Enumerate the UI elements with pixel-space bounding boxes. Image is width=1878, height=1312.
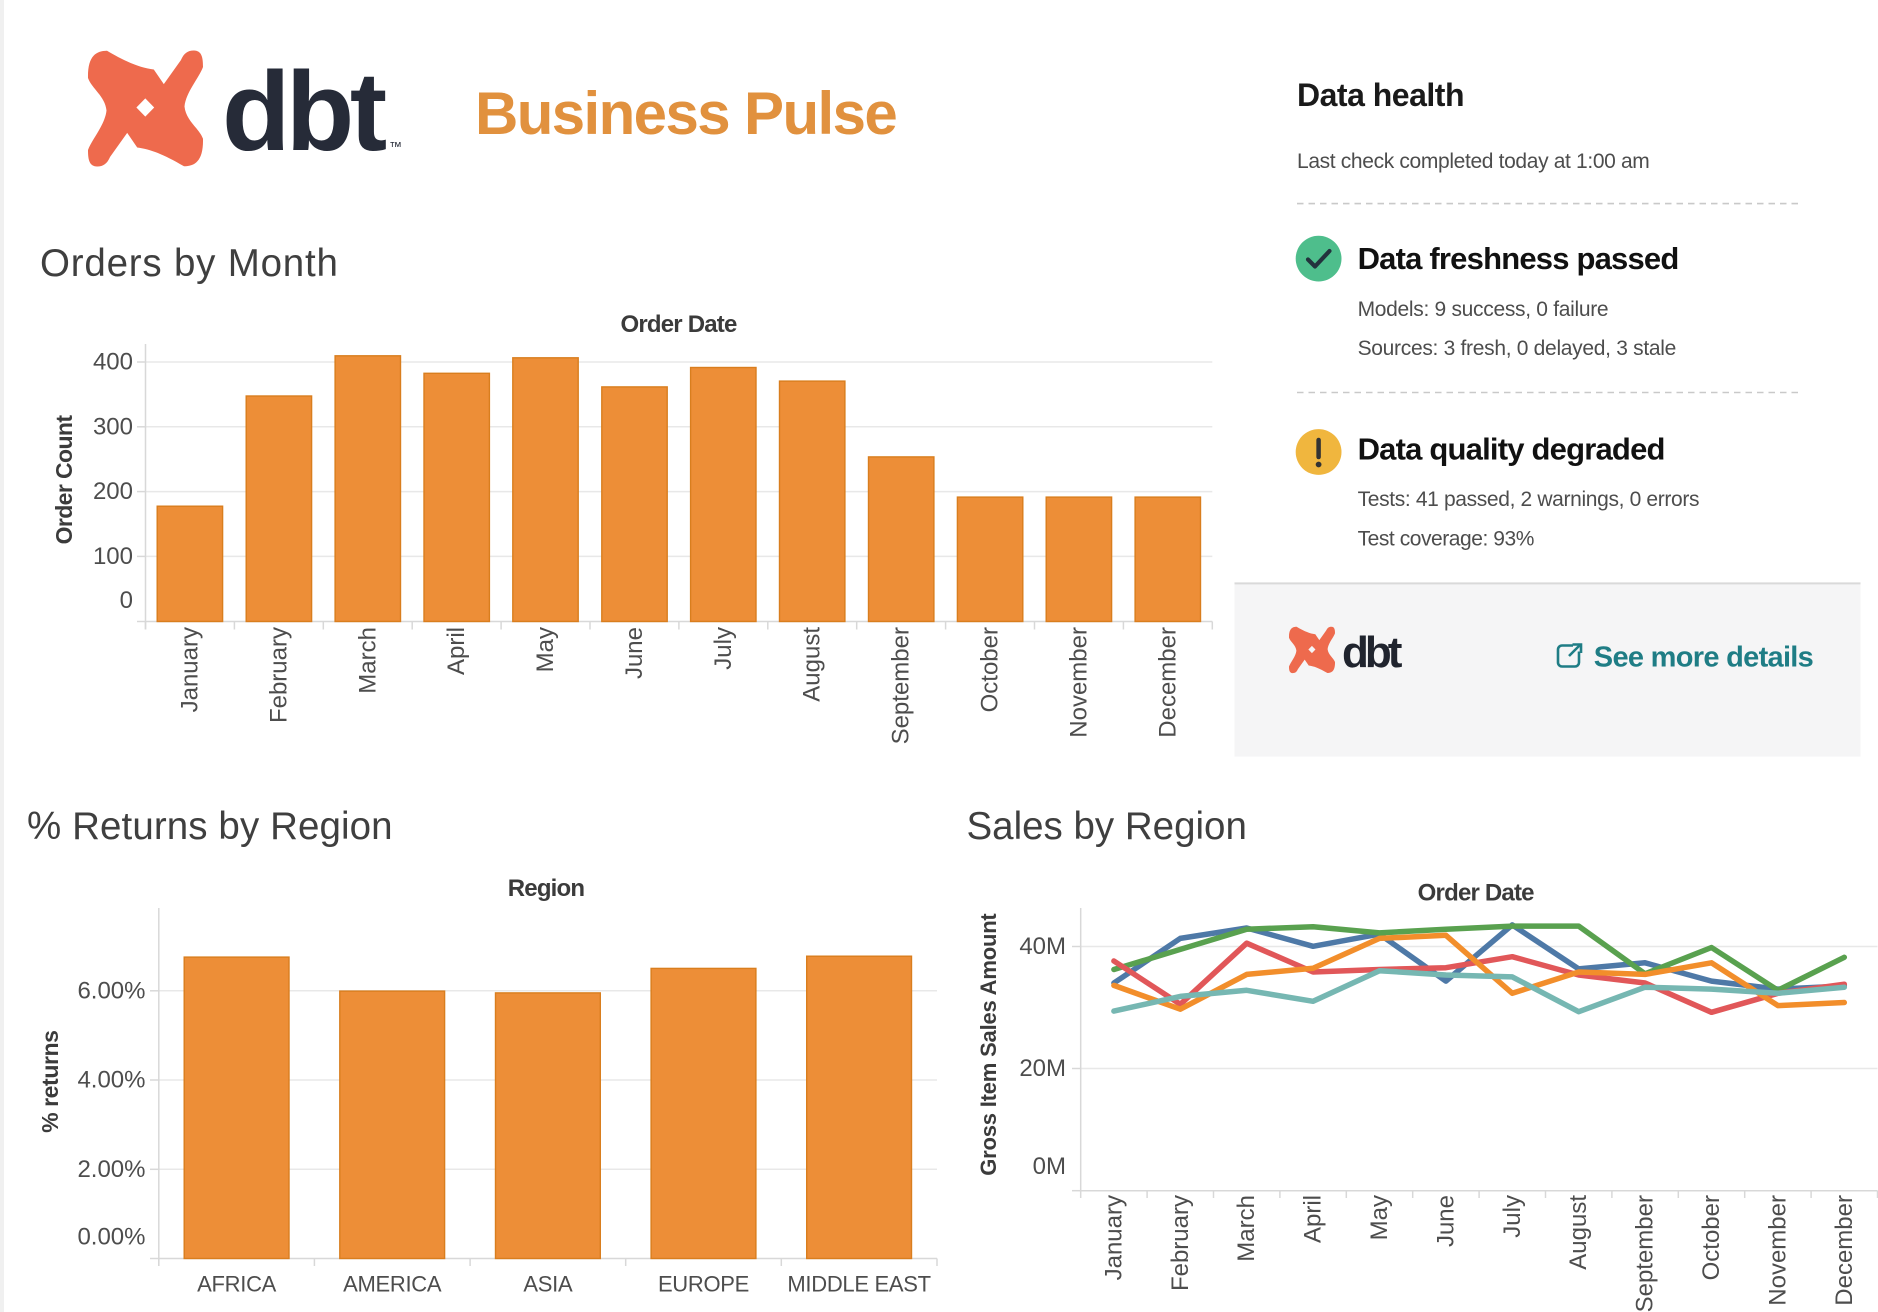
svg-text:20M: 20M	[1019, 1055, 1066, 1082]
svg-text:July: July	[1499, 1195, 1526, 1238]
svg-text:July: July	[710, 627, 737, 670]
svg-text:April: April	[1300, 1195, 1327, 1243]
svg-text:See more details: See more details	[1594, 642, 1813, 674]
svg-text:EUROPE: EUROPE	[658, 1272, 749, 1297]
svg-text:200: 200	[93, 478, 133, 505]
svg-text:January: January	[1100, 1195, 1127, 1280]
svg-text:4.00%: 4.00%	[77, 1067, 145, 1094]
svg-text:Tests: 41 passed, 2 warnings,: Tests: 41 passed, 2 warnings, 0 errors	[1358, 488, 1700, 511]
svg-text:dbt: dbt	[1342, 628, 1403, 677]
svg-text:100: 100	[93, 543, 133, 570]
svg-text:February: February	[1167, 1195, 1194, 1291]
svg-text:™: ™	[389, 139, 402, 154]
svg-text:% returns: % returns	[37, 1030, 63, 1132]
svg-text:May: May	[532, 627, 559, 672]
svg-text:300: 300	[93, 413, 133, 440]
svg-text:January: January	[176, 627, 203, 712]
svg-text:November: November	[1764, 1195, 1791, 1306]
svg-text:Sources: 3 fresh, 0 delayed, 3: Sources: 3 fresh, 0 delayed, 3 stale	[1358, 337, 1676, 360]
svg-text:AFRICA: AFRICA	[197, 1272, 277, 1297]
svg-text:6.00%: 6.00%	[77, 977, 145, 1004]
svg-text:April: April	[443, 627, 470, 675]
svg-text:November: November	[1066, 627, 1093, 738]
svg-text:August: August	[1565, 1195, 1592, 1270]
svg-text:dbt: dbt	[222, 49, 386, 174]
svg-text:Order Date: Order Date	[620, 311, 736, 338]
svg-text:February: February	[265, 627, 292, 723]
svg-text:Models: 9 success, 0 failure: Models: 9 success, 0 failure	[1358, 298, 1609, 321]
svg-text:May: May	[1366, 1195, 1393, 1240]
svg-text:400: 400	[93, 349, 133, 376]
svg-text:Sales by Region: Sales by Region	[967, 805, 1247, 848]
svg-text:Business Pulse: Business Pulse	[475, 80, 896, 147]
svg-text:October: October	[1698, 1195, 1725, 1280]
svg-text:0: 0	[120, 587, 133, 614]
svg-text:Region: Region	[508, 875, 585, 902]
svg-text:0.00%: 0.00%	[77, 1224, 145, 1251]
svg-text:March: March	[1233, 1195, 1260, 1262]
svg-text:AMERICA: AMERICA	[343, 1272, 442, 1297]
svg-text:March: March	[354, 627, 381, 694]
svg-text:Orders by Month: Orders by Month	[40, 242, 339, 285]
svg-text:Data quality degraded: Data quality degraded	[1358, 432, 1665, 467]
svg-text:2.00%: 2.00%	[77, 1156, 145, 1183]
svg-text:December: December	[1831, 1195, 1858, 1306]
svg-text:0M: 0M	[1033, 1153, 1066, 1180]
svg-text:ASIA: ASIA	[523, 1272, 573, 1297]
svg-text:Last check completed today at: Last check completed today at 1:00 am	[1297, 150, 1649, 173]
svg-text:Order Date: Order Date	[1418, 880, 1534, 907]
svg-text:June: June	[621, 627, 648, 679]
svg-text:% Returns by Region: % Returns by Region	[27, 805, 393, 848]
svg-text:August: August	[799, 627, 826, 702]
svg-text:September: September	[888, 627, 915, 744]
svg-text:June: June	[1432, 1195, 1459, 1247]
svg-text:Test coverage: 93%: Test coverage: 93%	[1358, 528, 1534, 551]
svg-text:40M: 40M	[1019, 933, 1066, 960]
svg-text:September: September	[1632, 1195, 1659, 1312]
svg-text:Data health: Data health	[1297, 77, 1464, 113]
svg-text:Data freshness passed: Data freshness passed	[1358, 241, 1679, 276]
svg-text:MIDDLE EAST: MIDDLE EAST	[787, 1272, 930, 1297]
svg-text:December: December	[1154, 627, 1181, 738]
svg-text:Order Count: Order Count	[51, 415, 77, 545]
svg-text:Gross Item Sales Amount: Gross Item Sales Amount	[976, 913, 1001, 1176]
svg-text:October: October	[977, 627, 1004, 712]
